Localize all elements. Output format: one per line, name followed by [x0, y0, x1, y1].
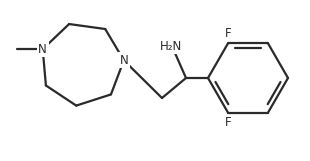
Text: N: N: [119, 54, 128, 67]
Text: F: F: [225, 27, 231, 40]
Text: F: F: [225, 116, 231, 129]
Text: N: N: [38, 43, 47, 56]
Text: H₂N: H₂N: [160, 39, 182, 52]
